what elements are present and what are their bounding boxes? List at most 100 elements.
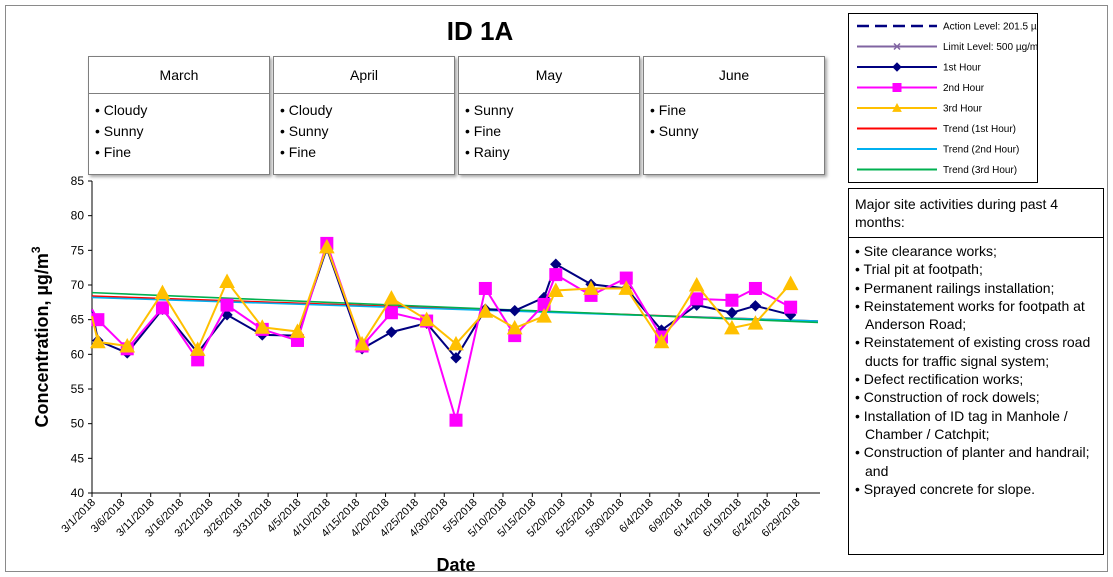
data-point [90,333,106,349]
data-point [784,300,798,314]
data-point [219,273,235,288]
trend-line [91,291,819,324]
y-tick-label: 45 [71,451,85,465]
data-point [509,304,521,317]
weather-month-label: March [89,57,269,94]
data-point [749,300,762,312]
data-point [583,280,599,295]
legend-entry: 2nd Hour [857,83,985,94]
data-point [418,311,435,327]
weather-month-label: June [644,57,824,94]
data-point [220,298,234,312]
data-point [154,284,171,300]
data-point [383,290,400,305]
data-point [119,337,136,353]
y-tick-label: 75 [71,243,85,257]
site-activities-list: • Site clearance works; • Trial pit at fo… [849,238,1103,502]
data-point [354,335,370,351]
data-point [536,308,552,323]
site-activity-item: • Construction of rock dowels; [855,389,1040,406]
site-activity-item: • Sprayed concrete for slope. [855,480,1035,497]
site-activity-item: • Installation of ID tag in Manhole / Ch… [855,407,1068,442]
legend-swatch-marker [893,42,901,51]
data-point [384,306,398,320]
site-activity-item: • Permanent railings installation; [855,279,1055,296]
legend-label: 1st Hour [943,63,981,74]
legend-label: Trend (2nd Hour) [943,145,1019,156]
data-point [690,292,704,306]
weather-item: • Rainy [465,144,510,160]
y-tick-label: 70 [71,278,85,292]
y-tick-label: 65 [71,313,85,327]
weather-item: • Sunny [280,123,329,139]
series-3 [90,238,799,356]
data-point [549,268,563,282]
legend-entry: Trend (3rd Hour) [857,165,1017,176]
site-activity-item: • Construction of planter and handrail; … [855,444,1090,479]
chart-title: ID 1A [446,16,514,46]
data-point [653,333,670,349]
y-tick-label: 85 [71,174,85,188]
legend-swatch-marker [892,62,902,72]
data-point [477,303,494,318]
y-tick-label: 40 [71,486,85,500]
legend-label: 2nd Hour [943,83,985,94]
weather-item: • Fine [95,144,132,160]
data-point [550,258,562,270]
y-tick-label: 55 [71,382,85,396]
weather-item: • Sunny [650,123,699,139]
weather-item: • Fine [280,144,317,160]
data-point [748,281,762,295]
data-point [725,293,739,307]
legend-entry: Limit Level: 500 µg/m3 [857,42,1044,53]
legend-label: Limit Level: 500 µg/m3 [943,42,1037,53]
data-point [782,275,799,291]
weather-item: • Cloudy [280,102,333,118]
data-point [385,326,398,338]
site-activity-item: • Reinstatement of existing cross road d… [855,334,1091,369]
weather-item: • Fine [465,123,502,139]
weather-box-june: June • Fine • Sunny [643,56,825,175]
data-point [254,319,271,334]
y-axis-label: Concentration, µg/m3 [29,246,52,427]
site-activity-item: • Reinstatement works for footpath at An… [855,297,1085,333]
site-activity-item: • Trial pit at footpath; [855,261,983,278]
site-activity-item: • Site clearance works; [855,243,997,259]
data-point [155,301,169,315]
weather-month-label: April [274,57,454,94]
data-point [450,352,462,364]
data-point [747,315,764,330]
weather-month-label: May [459,57,639,94]
weather-box-march: March • Cloudy • Sunny • Fine [88,56,270,175]
site-activity-item: • Defect rectification works; [855,371,1024,388]
y-tick-label: 50 [71,417,85,431]
legend-entry: 3rd Hour [857,102,983,115]
data-point [319,238,335,254]
x-axis-label: Date [436,555,475,575]
data-point [547,282,564,297]
y-axis-label-superscript: 3 [29,246,43,253]
legend-swatch-marker [892,83,902,92]
weather-item: • Fine [650,102,687,118]
weather-item: • Cloudy [95,102,148,118]
weather-item: • Sunny [465,102,514,118]
legend-label: Trend (1st Hour) [943,124,1016,135]
data-point [448,335,464,351]
legend-label: Trend (3rd Hour) [943,165,1017,176]
legend-entry: Action Level: 201.5 µg/m3 [857,22,1059,33]
site-activities-heading: Major site activities during past 4 mont… [849,189,1103,238]
legend-entry: Trend (1st Hour) [857,124,1016,135]
weather-box-april: April • Cloudy • Sunny • Fine [273,56,455,175]
data-point [618,280,635,295]
data-point [724,319,740,335]
legend-entry: Trend (2nd Hour) [857,145,1019,156]
weather-item: • Sunny [95,123,144,139]
legend-entry: 1st Hour [857,62,981,74]
data-point [506,319,523,335]
y-tick-label: 60 [71,347,85,361]
legend-swatch-marker [892,102,902,112]
legend-label: 3rd Hour [943,104,983,115]
legend: Action Level: 201.5 µg/m3 Limit Level: 50… [848,13,1059,183]
data-point [189,341,206,356]
